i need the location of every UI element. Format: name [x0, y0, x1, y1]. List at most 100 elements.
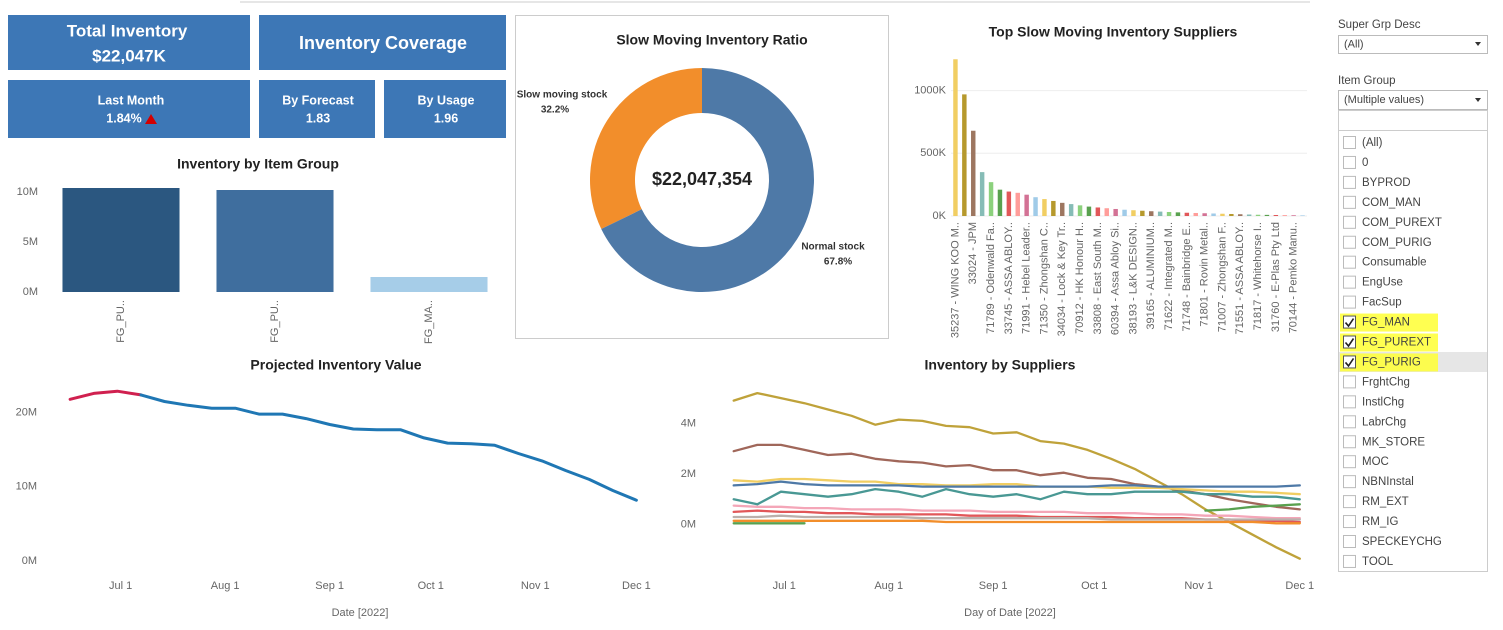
x-tick-label: 71817 - Whitehorse I..: [1252, 222, 1264, 330]
checkbox[interactable]: [1343, 535, 1356, 548]
filter-label: Item Group: [1338, 75, 1396, 87]
bar: [1193, 212, 1198, 216]
filter-option: MK_STORE: [1362, 436, 1425, 448]
filter-value: (Multiple values): [1344, 94, 1424, 106]
filter-option: EngUse: [1362, 277, 1403, 289]
checkbox[interactable]: [1343, 515, 1356, 529]
y-tick-label: 500K: [920, 147, 946, 159]
y-tick-label: 1000K: [914, 85, 946, 97]
x-tick-label: Aug 1: [211, 580, 240, 592]
checkbox[interactable]: [1343, 415, 1356, 429]
y-tick-label: 0M: [22, 555, 37, 567]
filter-value: (All): [1344, 38, 1364, 50]
x-tick-label: 38193 - L&K DESIGN..: [1127, 222, 1139, 335]
line: [732, 480, 1301, 488]
kpi-card: [259, 15, 506, 70]
bar: [370, 277, 488, 292]
checkmark: [1344, 358, 1355, 368]
checkbox[interactable]: [1343, 175, 1356, 189]
filter-option: BYPROD: [1362, 177, 1411, 189]
checkbox[interactable]: [1343, 275, 1356, 289]
filter-option: InstlChg: [1362, 396, 1404, 408]
bar: [1211, 213, 1216, 216]
x-tick-label: 39165 - ALUMINIUM..: [1145, 222, 1157, 330]
bar: [1068, 204, 1074, 216]
checkmark: [1344, 338, 1355, 348]
y-tick-label: 0M: [681, 518, 696, 530]
kpi-value: 1.96: [434, 111, 458, 125]
checkbox[interactable]: [1343, 375, 1356, 389]
x-tick-label: 71007 - Zhongshan F..: [1216, 222, 1228, 332]
x-tick-label: 70912 - HK Honour H..: [1074, 222, 1086, 334]
bar: [997, 189, 1003, 216]
checkbox[interactable]: [1343, 335, 1356, 349]
bar: [1060, 202, 1065, 216]
bar: [1255, 214, 1261, 216]
dropdown[interactable]: [1338, 90, 1488, 110]
checkbox[interactable]: [1343, 195, 1356, 209]
search-box[interactable]: [1338, 110, 1488, 131]
y-tick-label: 5M: [23, 236, 38, 248]
bar: [1202, 213, 1207, 216]
kpi-value: 1.84%: [106, 111, 141, 125]
checkbox[interactable]: [1343, 235, 1356, 249]
filter-label: Super Grp Desc: [1338, 19, 1421, 31]
x-tick-label: 71622 - Integrated M..: [1163, 222, 1175, 330]
line: [68, 389, 143, 401]
kpi-title: Last Month: [98, 93, 165, 107]
x-tick-label: FG_PU..: [269, 300, 281, 343]
y-tick-label: 2M: [681, 468, 696, 480]
x-tick-label: Sep 1: [315, 580, 344, 592]
bar: [1300, 215, 1305, 216]
checkbox[interactable]: [1343, 255, 1356, 269]
filter-option: SPECKEYCHG: [1362, 536, 1442, 548]
filter-option: 0: [1362, 157, 1368, 169]
x-tick-label: 35237 - WING KOO M..: [949, 222, 961, 338]
chart-title: Projected Inventory Value: [250, 357, 421, 373]
checkbox[interactable]: [1343, 455, 1356, 469]
x-tick-label: Nov 1: [1184, 580, 1213, 592]
checkbox[interactable]: [1343, 295, 1356, 309]
filter-option: RM_IG: [1362, 516, 1398, 528]
checkbox[interactable]: [1343, 435, 1356, 449]
dropdown-arrow: [1475, 98, 1481, 102]
y-tick-label: 10M: [17, 186, 38, 198]
checkmark: [1344, 318, 1355, 328]
bar: [1140, 210, 1145, 216]
x-tick-label: Dec 1: [622, 580, 651, 592]
kpi-title: By Forecast: [282, 93, 354, 107]
checkbox[interactable]: [1343, 315, 1356, 329]
checkbox[interactable]: [1343, 495, 1356, 509]
checkbox[interactable]: [1343, 355, 1356, 369]
bar: [1024, 194, 1029, 216]
slice-value-label: 67.8%: [824, 257, 852, 268]
checkbox[interactable]: [1343, 475, 1356, 489]
checkbox[interactable]: [1343, 136, 1356, 149]
filter-option: Consumable: [1362, 257, 1427, 269]
slice-label: Slow moving stock: [517, 90, 608, 101]
bar: [1149, 211, 1154, 216]
y-tick-label: 4M: [681, 417, 696, 429]
checkbox[interactable]: [1343, 215, 1356, 229]
highlight: [1340, 313, 1438, 332]
chart-title: Top Slow Moving Inventory Suppliers: [989, 24, 1238, 40]
x-tick-label: Aug 1: [874, 580, 903, 592]
line: [732, 477, 1301, 496]
filter-option: FG_PUREXT: [1362, 337, 1431, 349]
filter-option: COM_PUREXT: [1362, 217, 1442, 229]
bar: [988, 182, 994, 216]
x-tick-label: 71991 - Hebel Leader..: [1021, 222, 1033, 334]
y-tick-label: 10M: [16, 481, 37, 493]
kpi-value: 1.83: [306, 111, 330, 125]
checkbox[interactable]: [1343, 395, 1356, 409]
x-axis-label: Day of Date [2022]: [964, 607, 1056, 619]
bar: [1131, 210, 1136, 216]
x-axis-label: Date [2022]: [332, 607, 389, 619]
checkbox[interactable]: [1343, 554, 1356, 568]
x-tick-label: Jul 1: [773, 580, 796, 592]
filter-option: NBNInstal: [1362, 476, 1414, 488]
x-tick-label: 33745 - ASSA ABLOY..: [1003, 222, 1015, 334]
highlight: [1340, 333, 1438, 352]
dropdown[interactable]: [1338, 35, 1488, 54]
checkbox[interactable]: [1343, 155, 1356, 169]
